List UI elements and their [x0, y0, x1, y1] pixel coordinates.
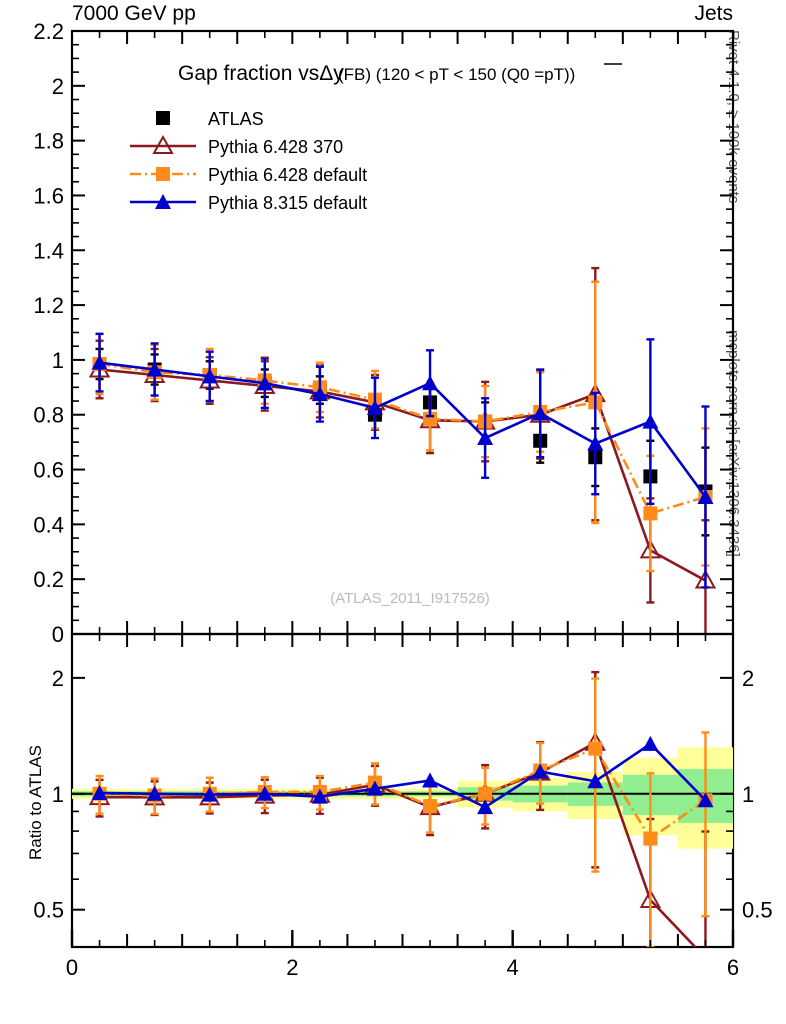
x-tick-label: 0 [66, 955, 78, 980]
ratio-data-point [423, 799, 438, 814]
data-point [201, 368, 218, 384]
y-tick-label: 0.8 [33, 403, 64, 428]
data-point [422, 375, 439, 391]
header-beam-label: 7000 GeV pp [72, 2, 196, 25]
ratio-data-point [532, 763, 549, 779]
y-tick-label: 2.2 [33, 19, 64, 44]
y-tick-label: 1.4 [33, 238, 64, 263]
ratio-data-point [697, 792, 714, 808]
legend-item-2[interactable]: Pythia 6.428 default [130, 165, 367, 185]
y-tick-label: 1 [52, 348, 64, 373]
ratio-data-point [477, 799, 494, 815]
legend-label: Pythia 8.315 default [208, 193, 367, 213]
ratio-y-tick-label-right: 0.5 [742, 898, 773, 923]
series-line [99, 362, 706, 515]
data-point [91, 354, 108, 370]
ratio-data-point [311, 788, 328, 804]
ratio-data-point [201, 786, 218, 802]
y-tick-label: 2 [52, 74, 64, 99]
legend-item-1[interactable]: Pythia 6.428 370 [130, 134, 343, 157]
y-tick-label: 1.6 [33, 183, 64, 208]
series-line [99, 361, 707, 498]
legend-label: ATLAS [208, 109, 264, 129]
ratio-data-point [422, 772, 439, 788]
ratio-data-point [256, 785, 273, 801]
x-tick-label: 4 [507, 955, 519, 980]
y-tick-label: 1.2 [33, 293, 64, 318]
plot-legend: ATLAS Pythia 6.428 370 Pythia 6.428 defaul… [130, 109, 367, 213]
y-tick-label: 0.2 [33, 567, 64, 592]
y-tick-label: 1.8 [33, 129, 64, 154]
ratio-series-2 [91, 735, 714, 815]
data-point [587, 435, 604, 451]
series-2 [92, 280, 713, 573]
ratio-y-tick-label: 1 [52, 782, 64, 807]
data-point [366, 399, 383, 415]
legend-label: Pythia 6.428 370 [208, 137, 343, 157]
x-tick-label: 2 [286, 955, 298, 980]
data-point [697, 488, 714, 504]
legend-marker [152, 134, 174, 154]
y-tick-label: 0.6 [33, 458, 64, 483]
ratio-y-tick-label: 2 [52, 666, 64, 691]
legend-item-0[interactable]: ATLAS [156, 109, 264, 129]
ratio-data-point [146, 785, 163, 801]
data-point [643, 506, 658, 521]
ratio-data-point [643, 831, 658, 846]
dataset-watermark: (ATLAS_2011_I917526) [330, 590, 490, 607]
legend-marker [155, 194, 171, 209]
y-tick-label: 0.4 [33, 512, 64, 537]
ratio-data-point [705, 946, 706, 947]
data-point [642, 413, 659, 429]
header-process-label: Jets [694, 2, 733, 25]
legend-marker [156, 111, 170, 125]
series-line [99, 368, 707, 582]
ratio-series-line [99, 742, 707, 809]
ratio-data-point [588, 741, 603, 756]
legend-item-3[interactable]: Pythia 8.315 default [130, 193, 367, 213]
ratio-y-tick-label-right: 1 [742, 782, 754, 807]
ratio-series-0 [88, 670, 710, 947]
data-point [146, 361, 163, 377]
ratio-plot-panel: 0.5 0.5 1 1 2 2 0 2 4 6 [33, 632, 773, 980]
x-tick-label: 6 [727, 955, 739, 980]
plot-title: Gap fraction vsΔy [178, 62, 344, 85]
data-point [311, 386, 328, 402]
ratio-data-point [366, 780, 383, 796]
ratio-y-tick-label-right: 2 [742, 666, 754, 691]
legend-marker [156, 167, 170, 181]
ratio-series-line [99, 740, 697, 947]
ratio-data-point [478, 786, 493, 801]
ratio-series-line [99, 747, 707, 841]
data-point [477, 430, 494, 446]
data-point [532, 405, 549, 421]
ratio-y-tick-label: 0.5 [33, 898, 64, 923]
series-3 [91, 332, 714, 589]
y-tick-label: 0 [52, 622, 64, 647]
plot-title-sub: (FB) (120 < pT < 150 (Q0 =pT)) [338, 65, 575, 84]
main-panel-frame [70, 29, 735, 636]
ratio-data-point [91, 784, 108, 800]
ratio-data-point [642, 735, 659, 751]
main-plot-panel: 0 0.2 0.4 0.6 0.8 1 1.2 1.4 1.6 1.8 2 2.2 Gap fracti… [33, 19, 735, 647]
data-point [256, 375, 273, 391]
legend-label: Pythia 6.428 default [208, 165, 367, 185]
ratio-data-point [587, 773, 604, 789]
